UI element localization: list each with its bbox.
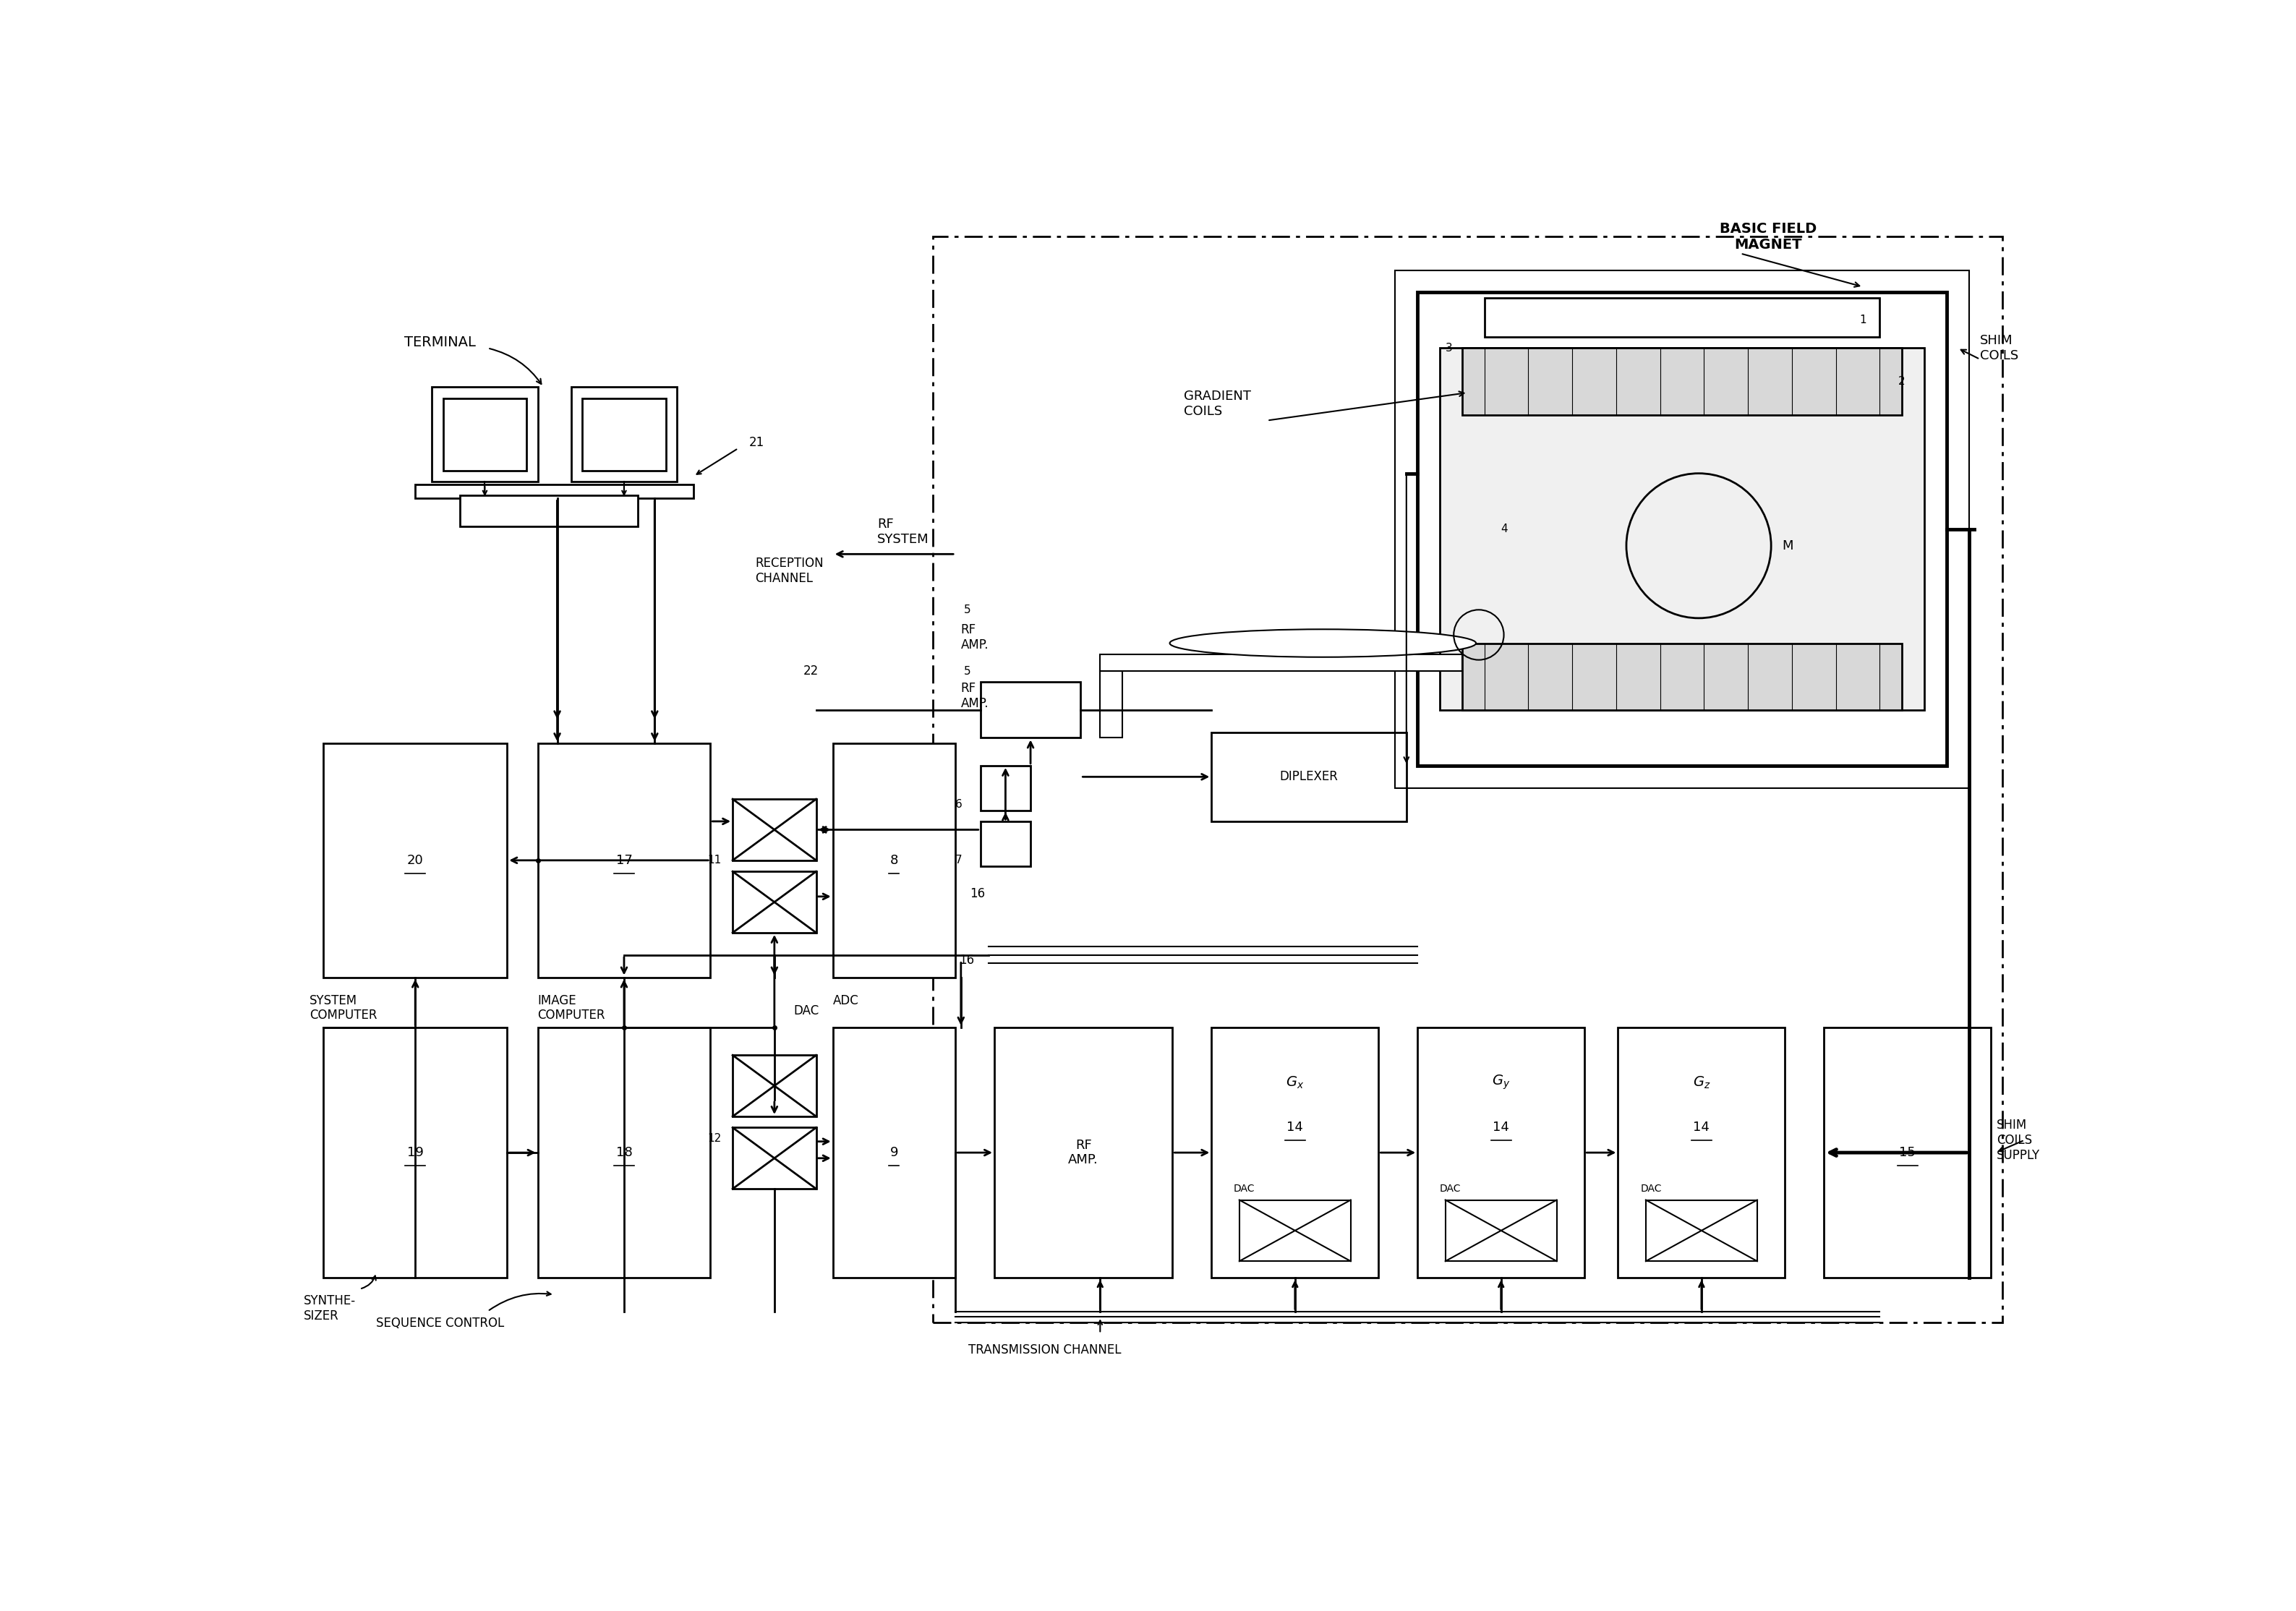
Bar (1463, 643, 1901, 710)
Text: 21: 21 (748, 437, 765, 449)
Text: $G_z$: $G_z$ (1692, 1075, 1711, 1091)
Text: RF
AMP.: RF AMP. (1068, 1139, 1097, 1166)
Text: $G_x$: $G_x$ (1286, 1075, 1304, 1091)
Bar (1100, 654, 1463, 672)
Bar (980, 765, 1031, 810)
Bar (1417, 293, 1947, 765)
Text: 2: 2 (1899, 375, 1906, 387)
Text: 7: 7 (955, 855, 962, 865)
Text: RF
SYSTEM: RF SYSTEM (877, 517, 930, 546)
Text: 12: 12 (707, 1133, 721, 1144)
Bar (1417, 1028, 1584, 1278)
Text: SYNTHE-
SIZER: SYNTHE- SIZER (303, 1295, 356, 1323)
Ellipse shape (1169, 630, 1476, 657)
Text: 1: 1 (1860, 314, 1867, 325)
Text: DAC: DAC (1639, 1184, 1662, 1194)
Text: 5: 5 (964, 604, 971, 615)
Text: ADC: ADC (833, 994, 859, 1007)
Bar (443, 398, 526, 470)
Text: 5: 5 (964, 665, 971, 677)
Bar (1100, 672, 1123, 738)
Bar (1463, 348, 1901, 416)
Text: RF
AMP.: RF AMP. (962, 681, 990, 710)
Text: 20: 20 (406, 854, 422, 867)
Text: 3: 3 (1446, 343, 1453, 353)
Bar (416, 485, 693, 498)
Bar (732, 872, 815, 933)
Text: DAC: DAC (794, 1004, 820, 1017)
Bar (1646, 1200, 1756, 1261)
Text: SYSTEM
COMPUTER: SYSTEM COMPUTER (310, 994, 377, 1021)
Text: SHIM
COILS
SUPPLY: SHIM COILS SUPPLY (1998, 1118, 2041, 1162)
Text: 22: 22 (804, 664, 817, 678)
Text: 6: 6 (955, 799, 962, 810)
Bar (994, 1028, 1173, 1278)
Bar (432, 387, 537, 482)
Text: 9: 9 (891, 1145, 898, 1160)
Text: M: M (1782, 540, 1793, 553)
Text: GRADIENT
COILS: GRADIENT COILS (1185, 390, 1251, 417)
Bar (572, 387, 677, 482)
Bar (324, 1028, 507, 1278)
Text: 17: 17 (615, 854, 631, 867)
Text: 14: 14 (1492, 1121, 1508, 1134)
Text: SEQUENCE CONTROL: SEQUENCE CONTROL (377, 1316, 505, 1331)
Text: RF
AMP.: RF AMP. (962, 623, 990, 651)
Bar (537, 1028, 709, 1278)
Text: DAC: DAC (1233, 1184, 1256, 1194)
Bar (732, 1055, 815, 1116)
Text: 15: 15 (1899, 1145, 1915, 1160)
Bar (1823, 1028, 1991, 1278)
Text: DIPLEXER: DIPLEXER (1279, 770, 1339, 783)
Text: 8: 8 (891, 854, 898, 867)
Text: BASIC FIELD
MAGNET: BASIC FIELD MAGNET (1720, 222, 1816, 251)
Bar (1440, 348, 1924, 710)
Bar (1212, 733, 1407, 822)
Text: TERMINAL: TERMINAL (404, 335, 475, 350)
Text: RECEPTION
CHANNEL: RECEPTION CHANNEL (755, 557, 824, 585)
Bar (1396, 271, 1968, 788)
Bar (537, 743, 709, 978)
Bar (932, 237, 2002, 1323)
Text: 14: 14 (1286, 1121, 1304, 1134)
Text: TRANSMISSION CHANNEL: TRANSMISSION CHANNEL (969, 1344, 1120, 1356)
Bar (732, 799, 815, 860)
Text: IMAGE
COMPUTER: IMAGE COMPUTER (537, 994, 606, 1021)
Bar (1446, 1200, 1557, 1261)
Text: DAC: DAC (1440, 1184, 1460, 1194)
Text: 4: 4 (1502, 524, 1508, 535)
Text: 14: 14 (1692, 1121, 1711, 1134)
Bar (459, 496, 638, 527)
Bar (583, 398, 666, 470)
Text: $G_y$: $G_y$ (1492, 1073, 1511, 1091)
Bar (1212, 1028, 1378, 1278)
Bar (324, 743, 507, 978)
Bar (980, 681, 1081, 738)
Text: 18: 18 (615, 1145, 631, 1160)
Text: 11: 11 (707, 855, 721, 865)
Bar (833, 743, 955, 978)
Text: SHIM
COILS: SHIM COILS (1979, 333, 2018, 362)
Text: 16: 16 (960, 954, 974, 967)
Bar (1619, 1028, 1784, 1278)
Bar (1483, 298, 1880, 337)
Text: 16: 16 (969, 888, 985, 901)
Bar (833, 1028, 955, 1278)
Bar (980, 822, 1031, 865)
Bar (732, 1128, 815, 1189)
Text: 19: 19 (406, 1145, 422, 1160)
Bar (1240, 1200, 1350, 1261)
